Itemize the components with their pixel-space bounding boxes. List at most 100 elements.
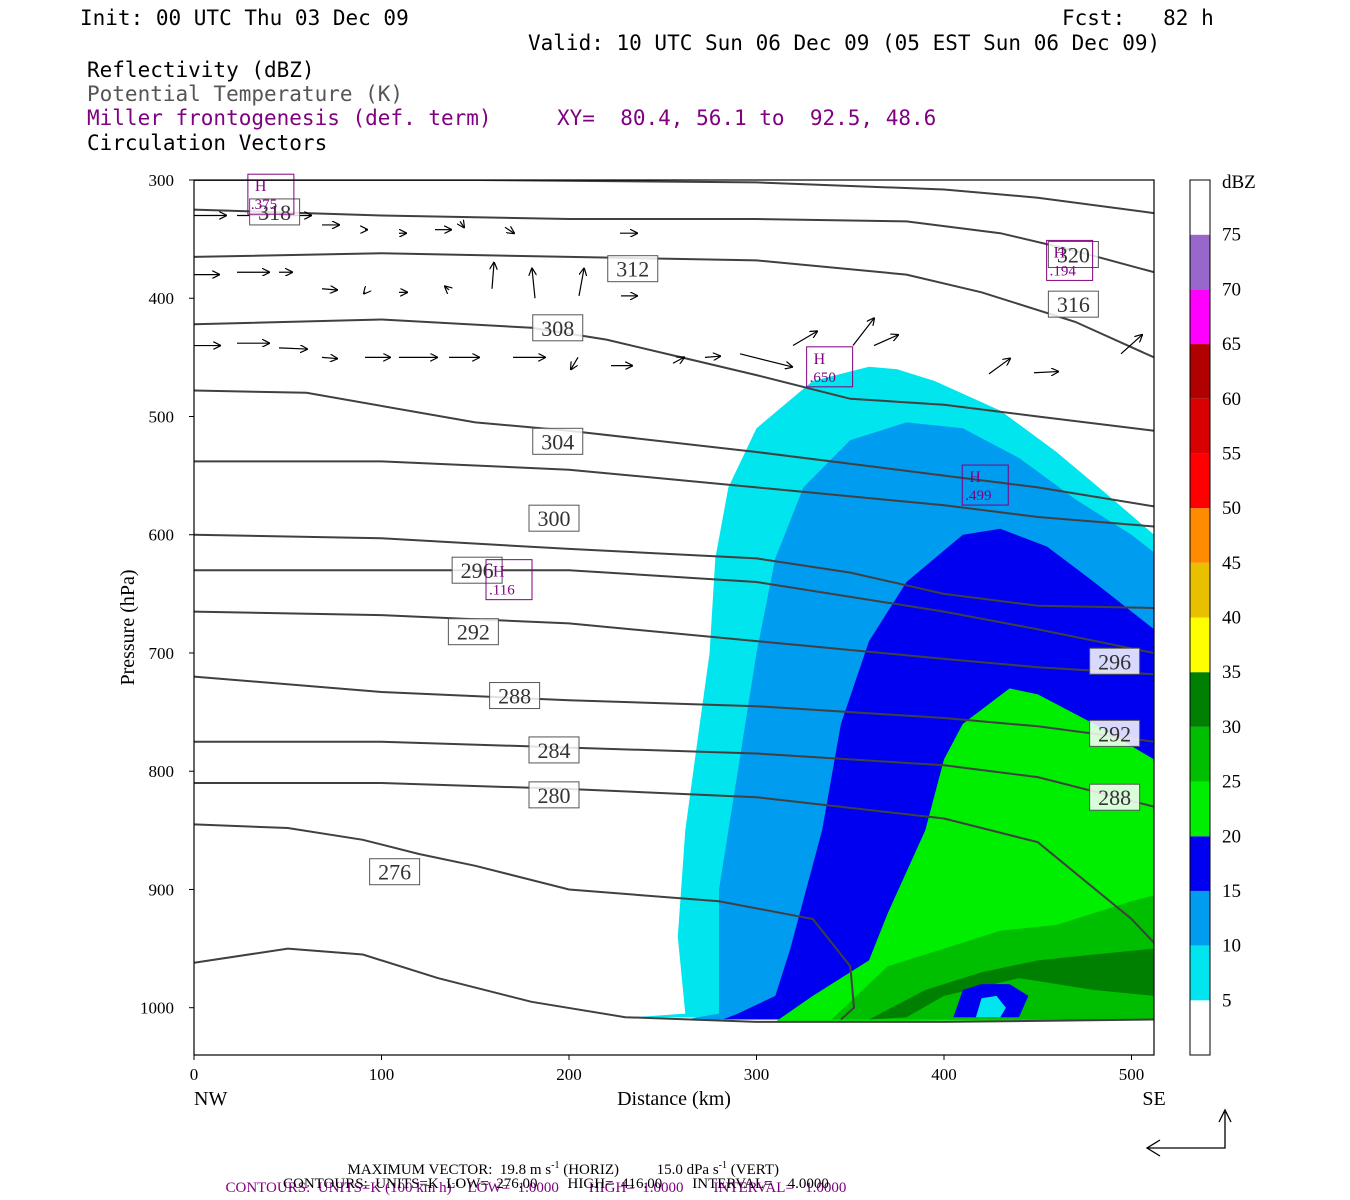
circulation-vector xyxy=(1033,372,1058,373)
circulation-vector xyxy=(445,286,449,290)
y-tick-label: 600 xyxy=(149,526,175,545)
y-tick-label: 400 xyxy=(149,289,175,308)
theta-label: 288 xyxy=(1098,785,1131,810)
colorbar-segment xyxy=(1190,398,1210,454)
theta-label-box xyxy=(447,618,499,646)
theta-label: 320 xyxy=(1057,242,1090,267)
theta-contour-276 xyxy=(194,947,1154,1023)
theta-contour-280 xyxy=(194,823,856,1021)
colorbar-segment xyxy=(1190,562,1210,618)
theta-contour-312 xyxy=(194,252,1154,359)
plot-frame xyxy=(193,179,1155,1056)
colorbar: 5 10 15 20 25 30 35 40 45 50 55 60 65 70 75 dBZ xyxy=(1189,172,1256,1056)
colorbar-segment xyxy=(1190,289,1210,345)
colorbar-segment xyxy=(1190,234,1210,290)
circulation-vector xyxy=(873,335,898,347)
theta-label: 296 xyxy=(461,558,494,583)
colorbar-tick-label: 50 xyxy=(1222,498,1241,519)
x-tick-label: 400 xyxy=(931,1065,957,1084)
colorbar-segment xyxy=(1190,617,1210,673)
colorbar-segment xyxy=(1190,1000,1210,1055)
max-vector-vertical: 15.0 dPa s xyxy=(656,1162,719,1178)
footer-max-vector: MAXIMUM VECTOR: 19.8 m s-1 (HORIZ) 15.0 … xyxy=(340,1140,780,1179)
theta-label: 292 xyxy=(1098,721,1131,746)
y-tick-label: 1000 xyxy=(140,999,174,1018)
circulation-vector xyxy=(739,353,792,367)
x-tick-label: 500 xyxy=(1119,1065,1145,1084)
frontogenesis-max-value: .194 xyxy=(1050,263,1077,279)
theta-label: 280 xyxy=(538,783,571,808)
theta-contour-292 xyxy=(194,610,1154,676)
y-tick-label: 900 xyxy=(149,880,175,899)
theta-label: 292 xyxy=(457,620,490,645)
frontogenesis-max-mark: H xyxy=(493,564,505,581)
exponent: -1 xyxy=(551,1160,560,1171)
colorbar-segment xyxy=(1190,945,1210,1001)
colorbar-tick-label: 15 xyxy=(1222,881,1241,902)
reflectivity-fill xyxy=(634,366,1154,1022)
circulation-vectors xyxy=(194,215,1312,373)
colorbar-tick-label: 60 xyxy=(1222,389,1241,410)
field-circulation-vectors: Circulation Vectors xyxy=(87,131,328,155)
frontogenesis-max-box xyxy=(1046,239,1094,281)
circulation-vector xyxy=(364,292,365,293)
valid-time: Valid: 10 UTC Sun 06 Dec 09 (05 EST Sun … xyxy=(528,31,1161,55)
theta-label: 312 xyxy=(616,257,649,282)
colorbar-unit: dBZ xyxy=(1222,172,1256,193)
theta-label: 296 xyxy=(1098,649,1131,674)
colorbar-tick-label: 10 xyxy=(1222,936,1241,957)
field-reflectivity: Reflectivity (dBZ) xyxy=(87,58,315,82)
exponent: -1 xyxy=(451,1178,460,1189)
theta-label: 288 xyxy=(498,684,531,709)
colorbar-tick-label: 75 xyxy=(1222,225,1241,246)
theta-label-box xyxy=(532,314,584,342)
circulation-vector xyxy=(504,227,514,233)
theta-label: 316 xyxy=(1057,292,1090,317)
y-tick-label: 700 xyxy=(149,644,175,663)
theta-label-box xyxy=(607,255,659,283)
frontogenesis-max-value: .375 xyxy=(251,197,277,213)
circulation-vector xyxy=(321,289,337,290)
circulation-vector xyxy=(278,348,307,349)
theta-label-box xyxy=(1089,647,1141,675)
circulation-vector xyxy=(321,357,337,358)
circulation-vector xyxy=(571,357,579,369)
theta-label: 300 xyxy=(538,506,571,531)
circulation-vector xyxy=(852,318,874,346)
frontogenesis-max-box xyxy=(961,464,1009,506)
footer-contours-theta: CONTOURS: UNITS=K LOW= 276.00 HIGH= 416.… xyxy=(283,1176,829,1192)
contours-range: LOW= 1.0000 HIGH= 1.0000 INTERVAL= 1.000… xyxy=(467,1180,847,1196)
circulation-vector xyxy=(988,359,1010,375)
theta-contour-304 xyxy=(194,389,1154,508)
colorbar-tick-label: 45 xyxy=(1222,553,1241,574)
colorbar-tick-label: 70 xyxy=(1222,279,1241,300)
frontogenesis-max-mark: H xyxy=(969,469,981,486)
theta-contour-288 xyxy=(194,675,1154,743)
frontogenesis-max-mark: H xyxy=(1054,244,1066,261)
theta-label-box xyxy=(369,858,421,886)
theta-label-box xyxy=(1047,240,1099,268)
colorbar-segment xyxy=(1190,508,1210,563)
field-frontogenesis: Miller frontogenesis (def. term) xyxy=(87,106,492,130)
circulation-vector xyxy=(792,331,817,347)
circulation-vector xyxy=(532,269,535,299)
circulation-vector xyxy=(704,356,720,357)
frontogenesis-max-box xyxy=(247,173,295,215)
colorbar-tick-label: 40 xyxy=(1222,608,1241,629)
theta-label-box xyxy=(1047,290,1099,318)
frontogenesis-max-box xyxy=(485,559,533,601)
colorbar-tick-label: 55 xyxy=(1222,443,1241,464)
x-tick-label: 300 xyxy=(744,1065,770,1084)
theta-label-box xyxy=(528,504,580,532)
y-tick-label: 300 xyxy=(149,171,175,190)
y-tick-label: 500 xyxy=(149,407,175,426)
theta-label: 284 xyxy=(538,738,571,763)
y-axis-label: Pressure (hPa) xyxy=(117,569,139,685)
colorbar-frame xyxy=(1189,179,1211,1056)
horiz-label: (HORIZ) xyxy=(563,1162,620,1178)
x-tick-label: 0 xyxy=(190,1065,199,1084)
colorbar-segment xyxy=(1190,890,1210,946)
theta-contour-284 xyxy=(194,740,1154,808)
theta-label: 304 xyxy=(541,429,574,454)
